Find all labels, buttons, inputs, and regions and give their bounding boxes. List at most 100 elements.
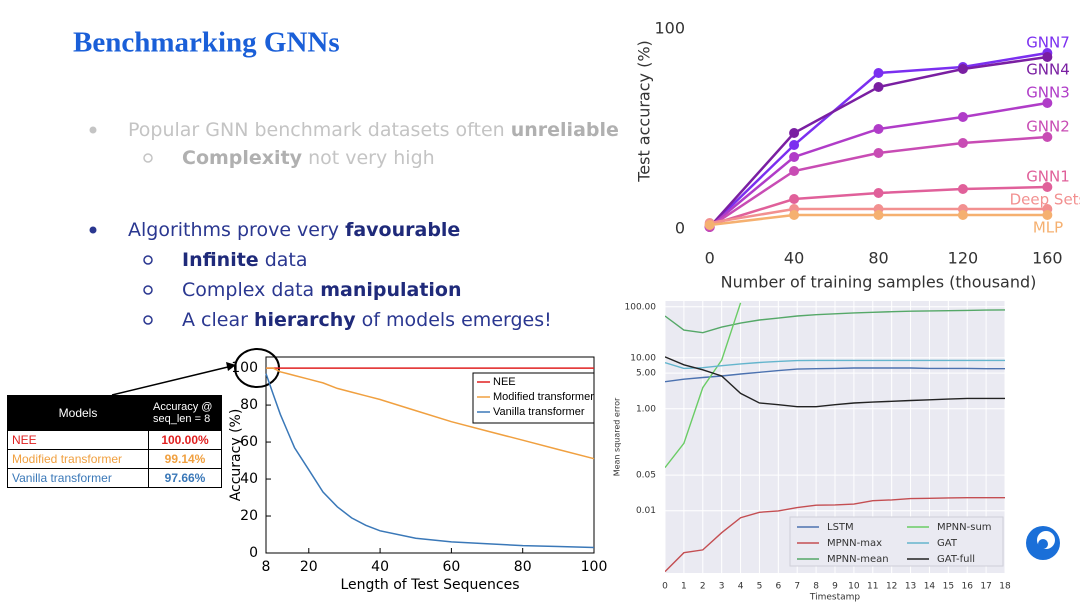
series-label: GNN3 (1026, 84, 1070, 102)
table-cell: Modified transformer (7, 449, 149, 469)
x-tick-label: 1 (681, 582, 687, 592)
series-label: GNN7 (1026, 34, 1070, 52)
data-point (957, 210, 968, 220)
data-point (704, 220, 715, 230)
y-tick-label: 0.05 (636, 471, 656, 481)
bullet-text-part: unreliable (511, 119, 619, 141)
legend-label: Vanilla transformer (493, 406, 585, 418)
x-tick-label: 80 (514, 559, 532, 575)
legend-label: Modified transformer (493, 391, 594, 403)
data-point (873, 148, 884, 158)
x-tick-label: 12 (886, 582, 897, 592)
bullet-text-part: A clear (182, 309, 254, 331)
data-point (957, 64, 968, 74)
series-label: GNN4 (1026, 61, 1070, 79)
y-tick-label: 40 (240, 471, 258, 487)
x-tick-label: 40 (371, 559, 389, 575)
bullet-text-part: manipulation (320, 279, 461, 301)
series-label: Deep Sets (1010, 191, 1080, 209)
slide-title: Benchmarking GNNs (73, 27, 340, 59)
column-header: Accuracy @ seq_len = 8 (148, 395, 222, 431)
x-tick-label: 8 (813, 582, 819, 592)
legend-box (789, 516, 1004, 567)
y-tick-label: 20 (240, 508, 258, 524)
series-line (265, 373, 595, 549)
data-point (1042, 132, 1053, 142)
data-point (789, 210, 800, 220)
series-line (665, 359, 1005, 370)
x-tick-label: 18 (999, 582, 1011, 592)
x-tick-label: 17 (980, 582, 991, 592)
x-tick-label: 20 (300, 559, 318, 575)
y-tick-label: 1.00 (636, 404, 656, 414)
bullet-text-part: favourable (345, 219, 460, 241)
table-row: Vanilla transformer 97.66% (7, 468, 222, 488)
data-point (789, 194, 800, 204)
y-tick-label: 100 (231, 360, 258, 376)
table-cell: 100.00% (148, 430, 222, 450)
logo (1026, 526, 1060, 560)
data-point (1042, 52, 1053, 62)
bullet-text-part: Complexity (182, 147, 303, 169)
data-point (957, 184, 968, 194)
data-point (873, 82, 884, 92)
y-tick-label: 0 (249, 545, 258, 561)
y-tick-label: 0 (675, 219, 685, 238)
series-label: MLP (1033, 219, 1063, 237)
series-label: GNN2 (1026, 118, 1070, 136)
x-tick-label: 40 (784, 249, 804, 268)
data-point (789, 140, 800, 150)
data-point (873, 124, 884, 134)
x-tick-label: 0 (705, 249, 715, 268)
bullet-dot (89, 126, 97, 134)
legend-label: GAT-full (937, 554, 975, 565)
x-tick-label: 9 (832, 582, 838, 592)
x-tick-label: 7 (794, 582, 800, 592)
series-line (266, 367, 595, 460)
bullet-text-part: data (259, 249, 308, 271)
legend-label: LSTM (827, 522, 854, 533)
x-tick-label: 5 (757, 582, 763, 592)
table-cell: 99.14% (148, 449, 222, 469)
x-tick-label: 6 (775, 582, 781, 592)
legend-label: GAT (937, 538, 958, 549)
y-tick-label: 80 (240, 397, 258, 413)
legend-label: MPNN-sum (937, 522, 992, 533)
bullet-text: Complex data manipulation (182, 279, 462, 301)
bullet-text: Complexity not very high (182, 147, 435, 169)
series-label: GNN1 (1026, 168, 1070, 186)
data-point (957, 112, 968, 122)
legend-label: NEE (493, 376, 516, 388)
legend-box (472, 372, 595, 424)
bullet-ring (143, 255, 153, 265)
y-tick-label: 5.00 (636, 369, 656, 379)
x-tick-label: 4 (738, 582, 744, 592)
x-tick-label: 14 (924, 582, 936, 592)
bullet-ring (143, 153, 153, 163)
y-tick-label: 100 (654, 19, 685, 38)
table-cell: Vanilla transformer (7, 468, 149, 488)
x-axis-label: Number of training samples (thousand) (721, 273, 1037, 292)
x-tick-label: 0 (662, 582, 668, 592)
x-tick-label: 15 (943, 582, 954, 592)
plot-frame (265, 356, 595, 554)
bullet-ring (143, 315, 153, 325)
legend-label: MPNN-max (827, 538, 882, 549)
x-tick-label: 8 (262, 559, 271, 575)
series-line (665, 302, 742, 469)
x-tick-label: 10 (848, 582, 860, 592)
bullet-text-part: of models emerges! (356, 309, 552, 331)
bullet-ring (143, 285, 153, 295)
data-point (957, 138, 968, 148)
x-tick-label: 80 (868, 249, 888, 268)
y-tick-label: 10.00 (630, 353, 656, 363)
x-axis-label: Timestamp (809, 593, 861, 603)
x-tick-label: 13 (905, 582, 916, 592)
x-tick-label: 60 (442, 559, 460, 575)
bullet-text-part: Algorithms prove very (128, 219, 345, 241)
bullet-dot (89, 226, 97, 234)
data-point (873, 68, 884, 78)
column-header: Models (7, 395, 149, 431)
series-line (665, 497, 1005, 573)
